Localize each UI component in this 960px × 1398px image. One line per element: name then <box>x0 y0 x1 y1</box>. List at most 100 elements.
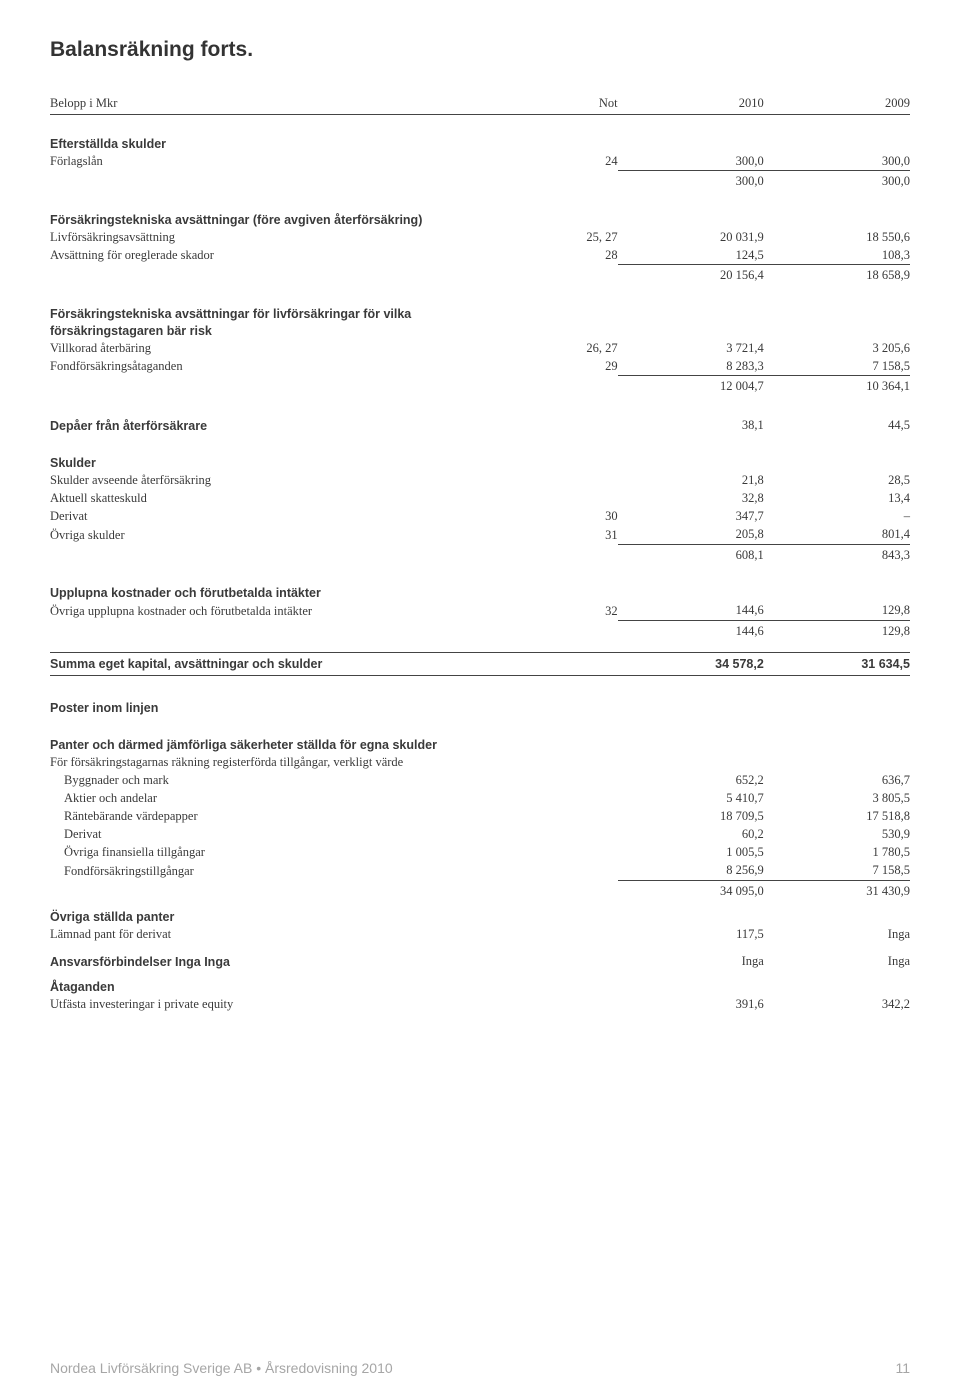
subtotal: 144,6 <box>618 620 764 640</box>
subtotal: 18 658,9 <box>764 265 910 285</box>
row-note: 28 <box>532 246 618 265</box>
row-label: Övriga upplupna kostnader och förutbetal… <box>50 602 532 621</box>
row-label: Utfästa investeringar i private equity <box>50 996 532 1014</box>
row-val: 44,5 <box>764 396 910 435</box>
row-val: 636,7 <box>764 772 910 790</box>
section-head: Övriga ställda panter <box>50 900 532 926</box>
row-val: 18 709,5 <box>618 808 764 826</box>
row-val: 205,8 <box>618 526 764 545</box>
row-val: 3 721,4 <box>618 339 764 357</box>
row-label: Lämnad pant för derivat <box>50 926 532 944</box>
row-label: Livförsäkringsavsättning <box>50 228 532 246</box>
footer-left: Nordea Livförsäkring Sverige AB • Årsred… <box>50 1360 393 1376</box>
row-note: 25, 27 <box>532 228 618 246</box>
row-label: Skulder avseende återförsäkring <box>50 472 532 490</box>
row-val: 129,8 <box>764 602 910 621</box>
row-label: Aktier och andelar <box>50 790 532 808</box>
row-label: För försäkringstagarnas räkning register… <box>50 754 532 772</box>
row-note: 26, 27 <box>532 339 618 357</box>
row-val: 530,9 <box>764 826 910 844</box>
row-val: 117,5 <box>618 926 764 944</box>
section-head: Efterställda skulder <box>50 114 532 152</box>
row-label: Derivat <box>50 508 532 526</box>
section-head: Upplupna kostnader och förutbetalda intä… <box>50 564 532 602</box>
row-label: Övriga finansiella tillgångar <box>50 844 532 862</box>
row-label: Byggnader och mark <box>50 772 532 790</box>
row-label: Derivat <box>50 826 532 844</box>
col-header-2010: 2010 <box>618 94 764 114</box>
row-label: Övriga skulder <box>50 526 532 545</box>
subtotal: 10 364,1 <box>764 376 910 396</box>
row-val: 7 158,5 <box>764 862 910 881</box>
row-val: 7 158,5 <box>764 357 910 376</box>
subtotal: 129,8 <box>764 620 910 640</box>
row-val: 347,7 <box>618 508 764 526</box>
row-val: 5 410,7 <box>618 790 764 808</box>
row-val: 3 805,5 <box>764 790 910 808</box>
row-val: Inga <box>764 944 910 971</box>
summa-val: 31 634,5 <box>764 652 910 675</box>
row-note <box>532 472 618 490</box>
col-header-2009: 2009 <box>764 94 910 114</box>
row-val: 18 550,6 <box>764 228 910 246</box>
row-note: 31 <box>532 526 618 545</box>
row-note: 24 <box>532 152 618 171</box>
row-label: Förlagslån <box>50 152 532 171</box>
row-val: 21,8 <box>618 472 764 490</box>
row-val: 1 005,5 <box>618 844 764 862</box>
row-label: Fondförsäkringsåtaganden <box>50 357 532 376</box>
row-val: 13,4 <box>764 490 910 508</box>
page-title: Balansräkning forts. <box>50 38 910 62</box>
col-header-label: Belopp i Mkr <box>50 94 532 114</box>
section-head: Poster inom linjen <box>50 699 532 716</box>
row-val: 28,5 <box>764 472 910 490</box>
row-val: 300,0 <box>764 152 910 171</box>
row-val: 144,6 <box>618 602 764 621</box>
row-note: 32 <box>532 602 618 621</box>
subtotal: 34 095,0 <box>618 880 764 900</box>
row-val: 3 205,6 <box>764 339 910 357</box>
row-label: Räntebärande värdepapper <box>50 808 532 826</box>
row-label: Avsättning för oreglerade skador <box>50 246 532 265</box>
page-footer: Nordea Livförsäkring Sverige AB • Årsred… <box>50 1360 910 1376</box>
subtotal: 20 156,4 <box>618 265 764 285</box>
balance-table: Belopp i Mkr Not 2010 2009 Efterställda … <box>50 94 910 1014</box>
subtotal: 12 004,7 <box>618 376 764 396</box>
row-val: Inga <box>764 926 910 944</box>
section-head: Försäkringstekniska avsättningar (före a… <box>50 191 532 229</box>
subtotal: 608,1 <box>618 544 764 564</box>
row-val: 801,4 <box>764 526 910 545</box>
summa-label: Summa eget kapital, avsättningar och sku… <box>50 652 532 675</box>
section-subhead: Panter och därmed jämförliga säkerheter … <box>50 716 532 754</box>
summa-val: 34 578,2 <box>618 652 764 675</box>
row-val: 38,1 <box>618 396 764 435</box>
row-val: Inga <box>618 944 764 971</box>
row-val: 17 518,8 <box>764 808 910 826</box>
subtotal: 300,0 <box>764 171 910 191</box>
row-val: 124,5 <box>618 246 764 265</box>
row-val: 1 780,5 <box>764 844 910 862</box>
row-note: 30 <box>532 508 618 526</box>
subtotal: 300,0 <box>618 171 764 191</box>
subtotal: 843,3 <box>764 544 910 564</box>
footer-page-number: 11 <box>895 1360 910 1376</box>
subtotal: 31 430,9 <box>764 880 910 900</box>
row-val: 108,3 <box>764 246 910 265</box>
row-val: 8 283,3 <box>618 357 764 376</box>
row-label: Fondförsäkringstillgångar <box>50 862 532 881</box>
section-head: Skulder <box>50 434 532 472</box>
row-note <box>532 490 618 508</box>
row-val: 60,2 <box>618 826 764 844</box>
section-head: Försäkringstekniska avsättningar för liv… <box>50 285 532 323</box>
row-label: Depåer från återförsäkrare <box>50 396 532 435</box>
row-val: 652,2 <box>618 772 764 790</box>
section-head: Åtaganden <box>50 970 532 996</box>
row-val: 300,0 <box>618 152 764 171</box>
row-val: 391,6 <box>618 996 764 1014</box>
row-label: Ansvarsförbindelser Inga Inga <box>50 944 532 971</box>
row-val: 32,8 <box>618 490 764 508</box>
row-val: 20 031,9 <box>618 228 764 246</box>
row-val: – <box>764 508 910 526</box>
row-label: Aktuell skatteskuld <box>50 490 532 508</box>
col-header-note: Not <box>532 94 618 114</box>
